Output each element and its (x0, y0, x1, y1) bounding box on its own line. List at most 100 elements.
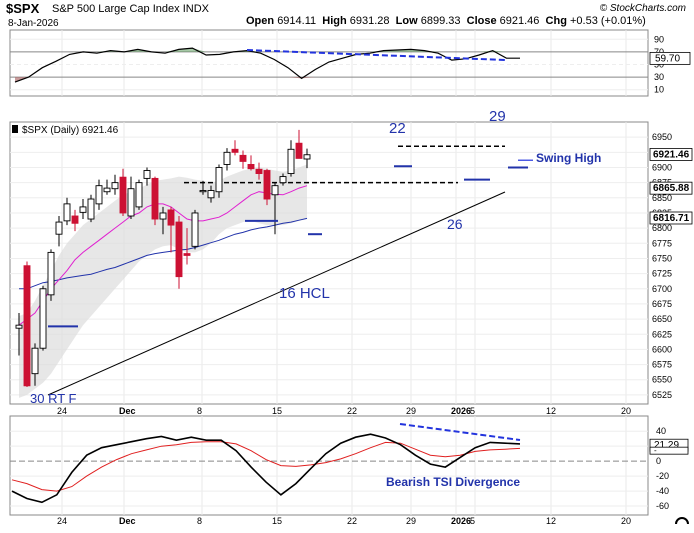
candle-body (143, 170, 151, 179)
price-annotation: 30 RT F (30, 391, 77, 406)
candle-body (15, 324, 23, 329)
price-tick-label: 6650 (652, 314, 672, 324)
ma-magenta-line (18, 185, 308, 326)
candle-body (239, 154, 247, 162)
candle-body (191, 212, 199, 247)
price-annotation: 22 (389, 120, 406, 137)
candle-body (151, 177, 159, 220)
x-tick-label: Dec (119, 406, 136, 416)
x-tick-label: 22 (347, 406, 357, 416)
tsi-signal-line (11, 441, 521, 492)
price-tick-label: 6600 (652, 344, 672, 354)
rsi-divergence-line (246, 49, 506, 61)
x-tick-label: Dec (119, 516, 136, 526)
price-tick-label: 6675 (652, 299, 672, 309)
x-tick-label: 24 (57, 516, 67, 526)
exchange-label: INDX (182, 3, 209, 15)
rsi-overbought-fill (15, 48, 520, 52)
price-tick-label: 6700 (652, 284, 672, 294)
x-tick-label: 2026 (451, 406, 471, 416)
open-label: Open (246, 15, 275, 27)
price-legend: $SPX (Daily) 6921.46 (22, 125, 119, 136)
tsi-line (11, 433, 521, 504)
x-tick-label: 20 (621, 406, 631, 416)
x-tick-label: 24 (57, 406, 67, 416)
candle-body (95, 185, 103, 205)
candle-body (263, 170, 271, 200)
candle-body (71, 215, 79, 224)
candle-body (79, 206, 87, 213)
low-label: Low (395, 15, 418, 27)
scroll-icon (675, 517, 689, 525)
tsi-panel-frame (9, 415, 649, 516)
rsi-tick-label: 90 (654, 34, 664, 44)
price-tick-label: 6575 (652, 360, 672, 370)
open-value: 6914.11 (277, 15, 317, 27)
candle-body (199, 190, 207, 193)
price-tick-label: 6950 (652, 132, 672, 142)
candle-body (287, 148, 295, 174)
candle-body (295, 142, 303, 159)
rsi-value-box (649, 51, 691, 65)
x-tick-label: 5 (470, 516, 475, 526)
candle-body (207, 190, 215, 199)
candle-body (111, 182, 119, 190)
candle-body (119, 176, 127, 214)
tsi-tick-label: 40 (656, 426, 666, 436)
price-last-value: 6865.88 (653, 183, 690, 194)
candle-body (87, 198, 95, 220)
ohlc-readout: Open 6914.11 High 6931.28 Low 6899.33 Cl… (246, 15, 646, 27)
high-label: High (322, 15, 347, 27)
candle-body (215, 167, 223, 193)
price-value-box (649, 181, 693, 195)
candle-body (47, 251, 55, 296)
price-tick-label: 6550 (652, 375, 672, 385)
candle-body (175, 221, 183, 278)
price-tick-label: 6850 (652, 193, 672, 203)
price-tick-label: 6900 (652, 162, 672, 172)
price-band (19, 164, 307, 398)
price-tick-label: 6775 (652, 238, 672, 248)
price-annotation: 16 HCL (279, 285, 330, 302)
x-tick-label: 20 (621, 516, 631, 526)
candle-body (39, 288, 47, 349)
x-tick-label: 29 (406, 516, 416, 526)
index-name: S&P 500 Large Cap Index INDX (52, 3, 209, 15)
ma-blue-line (19, 217, 308, 290)
x-tick-label: 29 (406, 406, 416, 416)
candle-body (271, 185, 279, 196)
legend-marker (12, 125, 18, 133)
candle-body (127, 188, 135, 217)
tsi-last-value: 21.29 (654, 440, 679, 451)
x-tick-label: 5 (470, 406, 475, 416)
candle-body (303, 154, 311, 160)
candle-body (103, 187, 111, 193)
candle-body (247, 164, 255, 170)
rsi-tick-label: 30 (654, 72, 664, 82)
price-annotation: 29 (489, 108, 506, 125)
candle-body (135, 182, 143, 208)
x-tick-label: 15 (272, 516, 282, 526)
candle-body (159, 212, 167, 220)
candle-body (279, 176, 287, 184)
tsi-tick-label: -60 (656, 501, 669, 511)
close-value: 6921.46 (499, 15, 540, 27)
tsi-tick-label: -20 (656, 471, 669, 481)
price-value-box (649, 211, 693, 225)
price-value-box (649, 148, 693, 161)
candle-body (183, 253, 191, 256)
rsi-line (14, 47, 520, 83)
price-tick-label: 6525 (652, 390, 672, 400)
chg-label: Chg (545, 15, 567, 27)
low-value: 6899.33 (420, 15, 461, 27)
high-value: 6931.28 (349, 15, 390, 27)
candle-body (167, 209, 175, 226)
tsi-tick-label: 0 (656, 456, 661, 466)
rsi-tick-label: 10 (654, 85, 664, 95)
price-tick-label: 6625 (652, 329, 672, 339)
candle-body (23, 265, 31, 387)
index-name-text: S&P 500 Large Cap Index (52, 3, 180, 15)
x-tick-label: 8 (197, 406, 202, 416)
price-tick-label: 6725 (652, 269, 672, 279)
